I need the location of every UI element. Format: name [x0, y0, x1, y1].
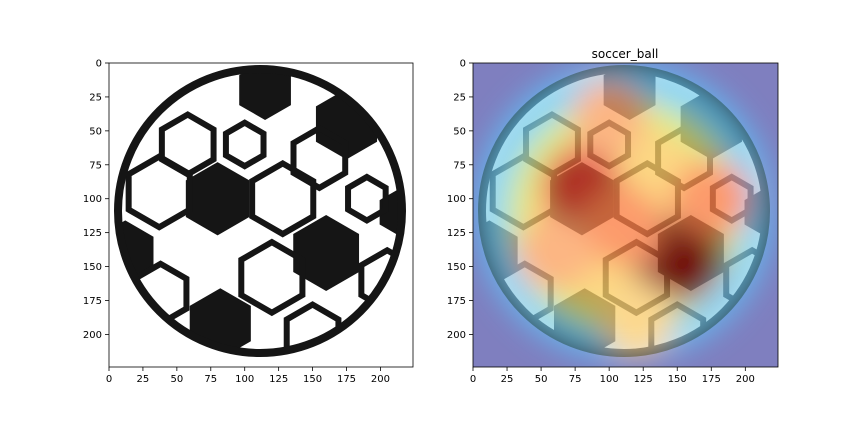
y-tick-label: 25 [453, 92, 466, 103]
heat-hotspot [671, 159, 751, 239]
x-tick-label: 0 [470, 374, 476, 385]
heat-hotspot [600, 284, 673, 357]
x-tick-label: 125 [269, 374, 288, 385]
x-tick-label: 175 [337, 374, 356, 385]
ball-seam [222, 119, 267, 170]
y-tick-label: 75 [453, 160, 466, 171]
chart-title-right: soccer_ball [592, 47, 659, 61]
x-tick-label: 100 [600, 374, 619, 385]
x-tick-label: 175 [702, 374, 721, 385]
heatmap-layer [474, 63, 774, 361]
y-tick-label: 150 [83, 262, 102, 273]
y-tick-label: 0 [460, 59, 466, 70]
x-tick-label: 150 [303, 374, 322, 385]
x-tick-label: 75 [569, 374, 582, 385]
heat-hotspot [571, 80, 647, 155]
x-tick-label: 50 [535, 374, 548, 385]
axis-ticks-left: 0 25 50 75 100 125 150 175 200 0 25 50 75 100 125 150 17… [83, 59, 390, 386]
x-tick-label: 100 [235, 374, 254, 385]
heatmap-panel-right: 0 25 50 75 100 125 150 175 200 0 25 50 75 100 125 150 17… [447, 47, 779, 386]
x-tick-label: 75 [204, 374, 217, 385]
x-tick-label: 150 [668, 374, 687, 385]
axis-ticks-right: 0 25 50 75 100 125 150 175 200 0 25 50 75 100 125 150 17… [447, 59, 755, 386]
y-tick-label: 50 [453, 126, 466, 137]
axes-frame [108, 62, 414, 368]
x-tick-label: 25 [501, 374, 514, 385]
heat-hotspot [582, 185, 664, 267]
x-tick-label: 0 [106, 374, 112, 385]
ball-patch-black [185, 162, 250, 236]
ball-seam [283, 301, 342, 353]
image-panel-left: 0 25 50 75 100 125 150 175 200 0 25 50 75 100 125 150 17… [83, 59, 414, 386]
y-tick-label: 25 [89, 92, 102, 103]
x-tick-label: 50 [170, 374, 183, 385]
y-tick-label: 175 [83, 296, 102, 307]
x-tick-label: 200 [371, 374, 390, 385]
soccer-ball-image [114, 65, 406, 357]
x-tick-label: 25 [137, 374, 150, 385]
x-tick-label: 200 [736, 374, 755, 385]
ball-seam [238, 238, 306, 317]
heat-hotspot [516, 214, 593, 292]
attention-heatmap [474, 63, 774, 361]
y-tick-label: 200 [83, 330, 102, 341]
ball-patch-black [293, 215, 360, 291]
y-tick-label: 50 [89, 126, 102, 137]
y-tick-label: 75 [89, 160, 102, 171]
y-tick-label: 125 [83, 228, 102, 239]
x-tick-label: 125 [634, 374, 653, 385]
y-tick-label: 125 [447, 228, 466, 239]
y-tick-label: 150 [447, 262, 466, 273]
axes-frame [472, 62, 779, 368]
y-tick-label: 0 [96, 59, 102, 70]
ball-patch-black [239, 69, 291, 120]
y-tick-label: 100 [447, 194, 466, 205]
y-tick-label: 175 [447, 296, 466, 307]
y-tick-label: 200 [447, 330, 466, 341]
ball-seam [345, 173, 389, 224]
ball-seam [290, 124, 349, 192]
y-tick-label: 100 [83, 194, 102, 205]
ball-seam [158, 111, 217, 178]
ball-outline [114, 65, 406, 357]
